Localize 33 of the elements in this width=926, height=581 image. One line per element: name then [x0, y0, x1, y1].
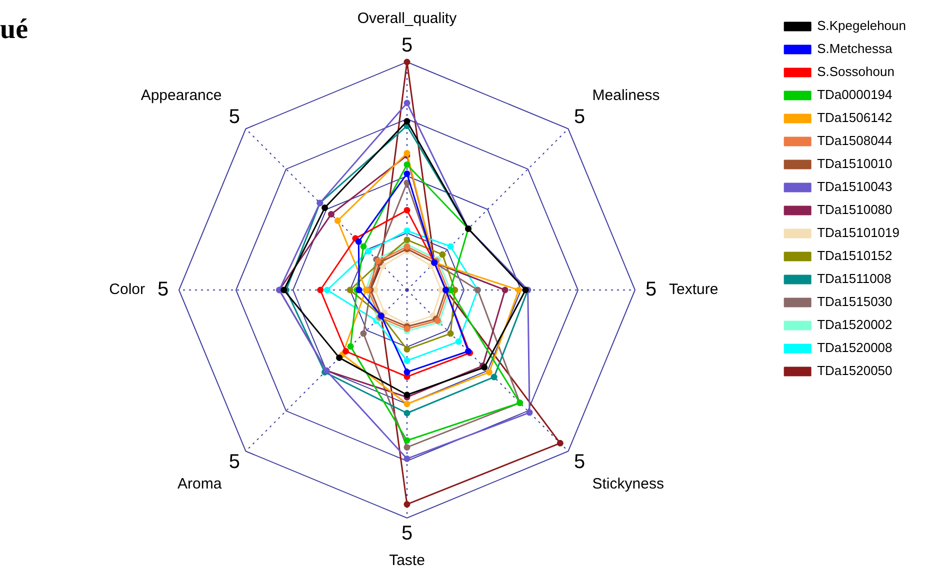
legend-label: TDa1510080 — [817, 202, 892, 218]
spoke-label: Mealiness — [592, 86, 660, 104]
legend-label: TDa1520008 — [817, 340, 892, 356]
legend-label: TDa1510010 — [817, 156, 892, 172]
legend-label: S.Metchessa — [817, 41, 893, 56]
text: 5 — [228, 451, 240, 474]
spoke-label: Aroma — [178, 475, 222, 492]
legend-label: TDa1510152 — [817, 248, 892, 264]
legend-label: TDa1508044 — [817, 133, 892, 148]
spoke-label: Appearance — [140, 86, 222, 104]
legend-label: TDa15101019 — [817, 225, 900, 240]
text: ué — [0, 14, 28, 46]
text: 5 — [401, 522, 413, 545]
spoke-label: Texture — [669, 281, 718, 298]
legend-label: TDa1511008 — [817, 271, 892, 286]
text: 5 — [645, 278, 657, 301]
legend-label: S.Sossohoun — [817, 64, 894, 80]
legend-label: S.Kpegelehoun — [817, 18, 906, 34]
text: 5 — [574, 106, 586, 128]
legend-label: TDa1515030 — [817, 294, 892, 310]
legend-label: TDa1506142 — [817, 110, 892, 126]
spoke-label: Overall_quality — [357, 10, 458, 28]
legend-label: TDa1510043 — [817, 179, 892, 194]
legend-label: TDa1520050 — [817, 363, 892, 378]
text: 5 — [228, 106, 240, 128]
legend-label: TDa1520002 — [817, 317, 892, 332]
spoke-label: Taste — [389, 552, 425, 570]
spoke-label: Color — [109, 281, 145, 298]
legend-label: TDa0000194 — [817, 87, 892, 102]
text: 5 — [401, 34, 413, 57]
text: 5 — [157, 278, 169, 301]
spoke-label: Stickyness — [592, 475, 664, 492]
text: 5 — [574, 451, 586, 474]
